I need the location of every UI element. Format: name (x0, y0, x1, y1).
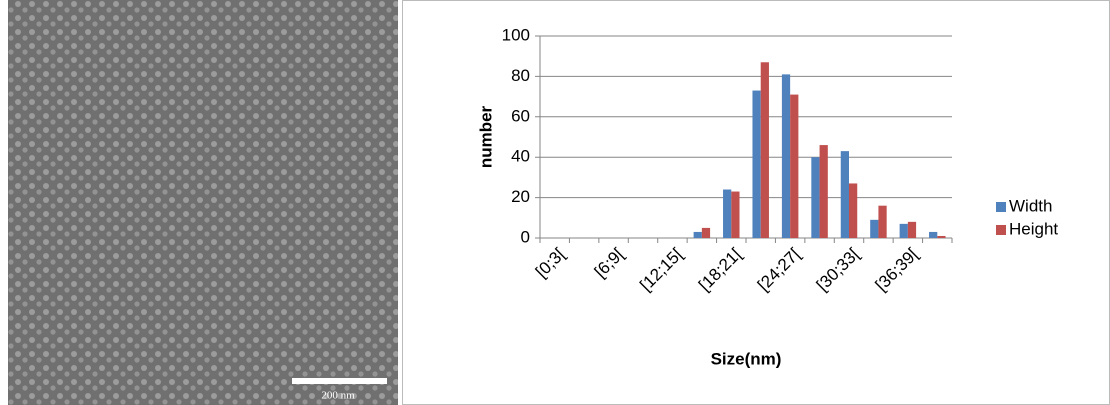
bar (870, 219, 879, 238)
bar (840, 151, 849, 238)
micrograph: 200 nm (8, 0, 398, 405)
bar (849, 183, 858, 238)
legend-label: Height (1009, 219, 1058, 238)
bar (811, 157, 820, 238)
y-tick-label: 100 (502, 25, 530, 44)
bar (781, 74, 791, 238)
bar (929, 231, 938, 238)
bar (878, 205, 887, 238)
bar (731, 191, 740, 238)
bar (752, 90, 761, 238)
bar (899, 223, 908, 238)
bar (937, 235, 946, 238)
y-tick-label: 20 (511, 187, 530, 206)
micrograph-shade (8, 0, 398, 405)
y-axis-title: number (476, 105, 495, 168)
y-tick-label: 80 (511, 66, 530, 85)
legend-swatch (996, 225, 1006, 235)
legend-label: Width (1009, 196, 1052, 215)
bar (760, 62, 769, 239)
bar (723, 189, 732, 238)
y-tick-label: 60 (511, 106, 530, 125)
scale-label: 200 nm (321, 390, 355, 402)
bar (790, 94, 799, 238)
bar (701, 227, 711, 238)
bar (693, 231, 702, 238)
micrograph-image (8, 0, 398, 405)
chart: number Size(nm) (476, 105, 781, 368)
y-tick-label: 40 (511, 147, 530, 166)
y-tick-label: 0 (521, 227, 530, 246)
x-axis-title: Size(nm) (711, 349, 782, 368)
scale-bar (292, 378, 387, 384)
bar (819, 145, 828, 238)
legend-swatch (996, 202, 1006, 212)
bar (907, 221, 917, 238)
